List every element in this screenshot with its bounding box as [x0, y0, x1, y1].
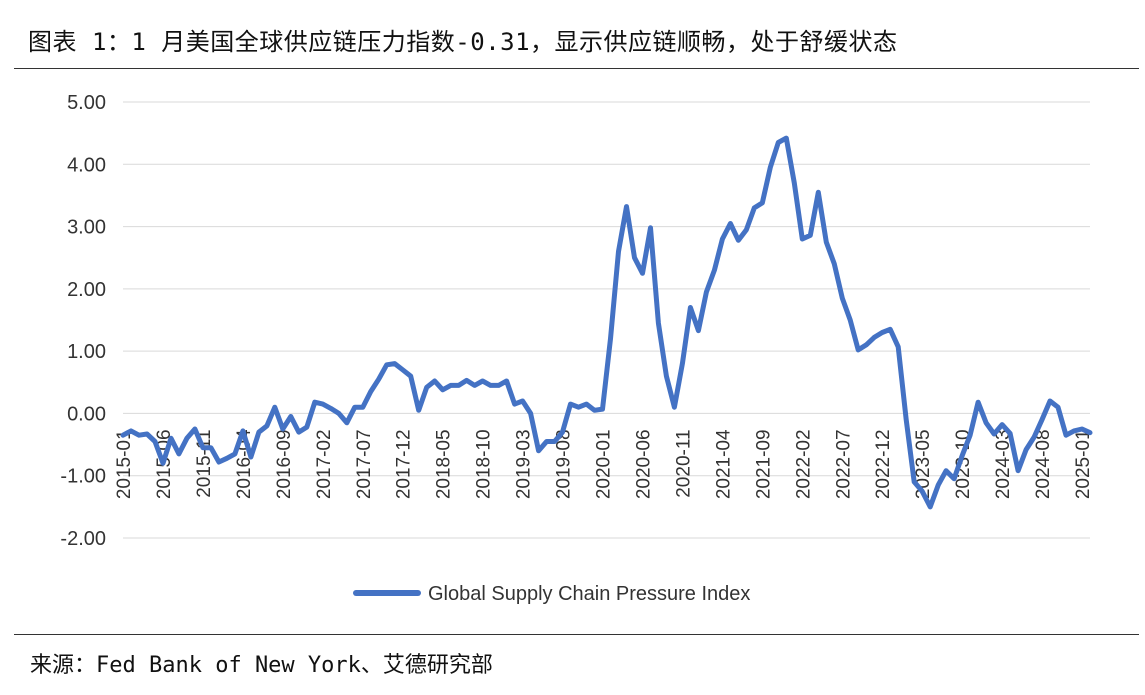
y-tick-label: 1.00	[67, 341, 106, 363]
y-tick-label: 3.00	[67, 217, 106, 239]
source-note: 来源：Fed Bank of New York、艾德研究部	[30, 653, 493, 678]
legend: Global Supply Chain Pressure Index	[353, 583, 750, 605]
x-tick-label: 2023-05	[913, 429, 934, 499]
x-tick-label: 2021-04	[713, 429, 734, 499]
x-tick-label: 2019-03	[514, 429, 535, 499]
x-tick-label: 2025-01	[1073, 429, 1094, 499]
y-tick-label: -2.00	[60, 528, 106, 550]
x-tick-label: 2024-03	[993, 429, 1014, 499]
chart-title: 图表 1：1 月美国全球供应链压力指数-0.31，显示供应链顺畅，处于舒缓状态	[28, 28, 898, 56]
x-tick-label: 2017-02	[314, 429, 335, 499]
x-tick-label: 2020-06	[633, 429, 654, 499]
line-chart: -2.00 -1.00 0.00 1.00 2.00 3.00 4.00 5.00 2015-…	[60, 92, 1094, 605]
x-tick-label: 2018-05	[434, 429, 455, 499]
x-tick-label: 2022-02	[793, 429, 814, 499]
x-tick-label: 2022-12	[873, 429, 894, 499]
x-tick-label: 2020-11	[673, 429, 694, 497]
y-axis: -2.00 -1.00 0.00 1.00 2.00 3.00 4.00 5.00	[60, 92, 106, 550]
y-tick-label: 5.00	[67, 92, 106, 114]
y-tick-label: 4.00	[67, 154, 106, 176]
title-divider	[14, 68, 1139, 69]
grid-lines	[123, 101, 1090, 539]
legend-label: Global Supply Chain Pressure Index	[428, 583, 750, 605]
x-tick-label: 2017-12	[394, 429, 415, 499]
footer-divider	[14, 634, 1139, 635]
x-tick-label: 2019-08	[554, 429, 575, 499]
x-tick-label: 2020-01	[594, 429, 615, 499]
x-tick-label: 2018-10	[474, 429, 495, 499]
x-tick-label: 2016-09	[274, 429, 295, 499]
x-tick-label: 2022-07	[833, 429, 854, 499]
x-tick-label: 2017-07	[354, 429, 375, 499]
x-tick-label: 2024-08	[1033, 429, 1054, 499]
x-axis: 2015-01 2015-06 2015-11 2016-04 2016-09 2017-…	[114, 429, 1094, 499]
x-tick-label: 2023-10	[953, 429, 974, 499]
x-tick-label: 2015-01	[114, 429, 135, 499]
series-line-gscpi	[120, 135, 1093, 510]
x-tick-label: 2021-09	[753, 429, 774, 499]
y-tick-label: 2.00	[67, 279, 106, 301]
series-layer	[120, 135, 1093, 510]
y-tick-label: -1.00	[60, 466, 106, 488]
y-tick-label: 0.00	[67, 403, 106, 425]
